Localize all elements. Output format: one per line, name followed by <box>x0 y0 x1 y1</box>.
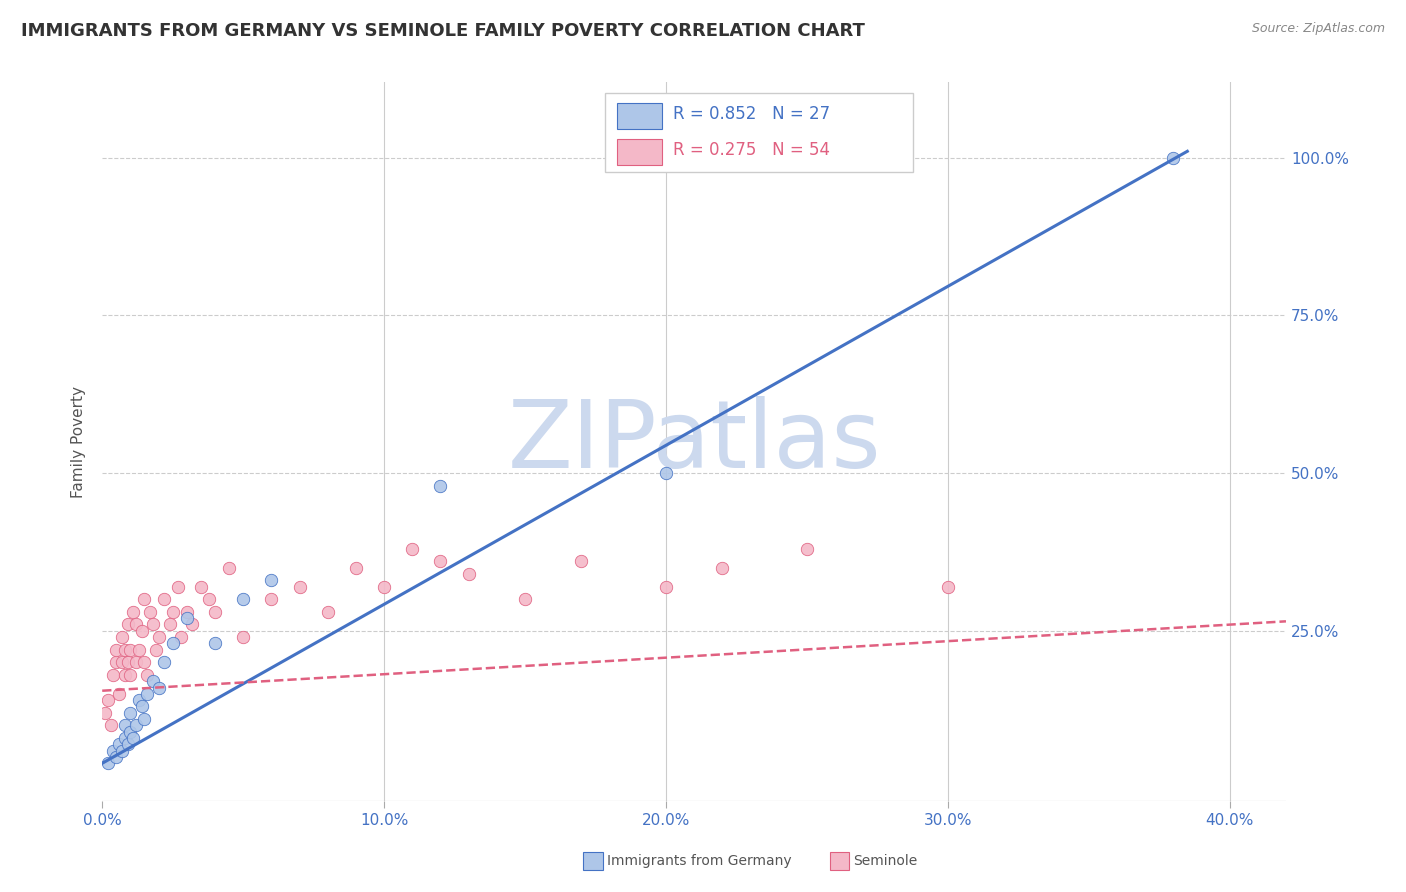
Point <box>108 687 131 701</box>
Text: R = 0.852   N = 27: R = 0.852 N = 27 <box>673 105 830 123</box>
Point <box>114 668 136 682</box>
Point <box>373 580 395 594</box>
Point <box>122 731 145 745</box>
Point <box>429 554 451 568</box>
Point <box>288 580 311 594</box>
Point <box>190 580 212 594</box>
Point <box>655 466 678 480</box>
Point <box>134 592 156 607</box>
Point <box>139 605 162 619</box>
Point <box>260 592 283 607</box>
Point <box>401 541 423 556</box>
Point <box>142 674 165 689</box>
Point <box>125 656 148 670</box>
Point <box>114 731 136 745</box>
Point <box>344 560 367 574</box>
Point <box>97 693 120 707</box>
Text: IMMIGRANTS FROM GERMANY VS SEMINOLE FAMILY POVERTY CORRELATION CHART: IMMIGRANTS FROM GERMANY VS SEMINOLE FAMI… <box>21 22 865 40</box>
Text: R = 0.275   N = 54: R = 0.275 N = 54 <box>673 141 830 160</box>
Point <box>260 574 283 588</box>
Point <box>100 718 122 732</box>
Y-axis label: Family Poverty: Family Poverty <box>72 385 86 498</box>
Point <box>159 617 181 632</box>
Point <box>218 560 240 574</box>
Point <box>117 617 139 632</box>
Point <box>457 567 479 582</box>
Point <box>181 617 204 632</box>
Point <box>120 668 142 682</box>
Point <box>142 617 165 632</box>
Point <box>120 706 142 720</box>
Point <box>711 560 734 574</box>
Point <box>796 541 818 556</box>
Text: Source: ZipAtlas.com: Source: ZipAtlas.com <box>1251 22 1385 36</box>
Point <box>111 744 134 758</box>
FancyBboxPatch shape <box>606 93 912 172</box>
Point <box>105 642 128 657</box>
Point <box>114 718 136 732</box>
Point <box>148 681 170 695</box>
Point <box>134 656 156 670</box>
Point <box>429 478 451 492</box>
Point <box>131 699 153 714</box>
Point <box>148 630 170 644</box>
Point <box>232 592 254 607</box>
Text: Immigrants from Germany: Immigrants from Germany <box>607 854 792 868</box>
Point <box>167 580 190 594</box>
Point <box>94 706 117 720</box>
Point <box>655 580 678 594</box>
Point <box>117 656 139 670</box>
Point <box>134 712 156 726</box>
Point <box>162 636 184 650</box>
Point <box>145 642 167 657</box>
FancyBboxPatch shape <box>617 139 662 165</box>
Point <box>128 642 150 657</box>
Point <box>162 605 184 619</box>
Point <box>136 687 159 701</box>
Point <box>153 592 176 607</box>
Point <box>204 605 226 619</box>
Point <box>131 624 153 638</box>
Text: ZIPatlas: ZIPatlas <box>508 395 882 488</box>
Point <box>176 605 198 619</box>
Point <box>120 724 142 739</box>
Point <box>198 592 221 607</box>
Point <box>232 630 254 644</box>
Point <box>97 756 120 771</box>
Point <box>111 656 134 670</box>
Point <box>120 642 142 657</box>
Point <box>111 630 134 644</box>
Point <box>513 592 536 607</box>
Text: Seminole: Seminole <box>853 854 918 868</box>
FancyBboxPatch shape <box>617 103 662 128</box>
Point <box>153 656 176 670</box>
Point <box>105 656 128 670</box>
Point <box>103 668 125 682</box>
Point <box>170 630 193 644</box>
Point <box>176 611 198 625</box>
Point <box>122 605 145 619</box>
Point <box>1161 151 1184 165</box>
Point <box>125 617 148 632</box>
Point <box>136 668 159 682</box>
Point <box>936 580 959 594</box>
Point <box>204 636 226 650</box>
Point <box>125 718 148 732</box>
Point <box>569 554 592 568</box>
Point <box>108 737 131 751</box>
Point <box>128 693 150 707</box>
Point <box>114 642 136 657</box>
Point <box>316 605 339 619</box>
Point <box>117 737 139 751</box>
Point <box>103 744 125 758</box>
Point <box>105 750 128 764</box>
